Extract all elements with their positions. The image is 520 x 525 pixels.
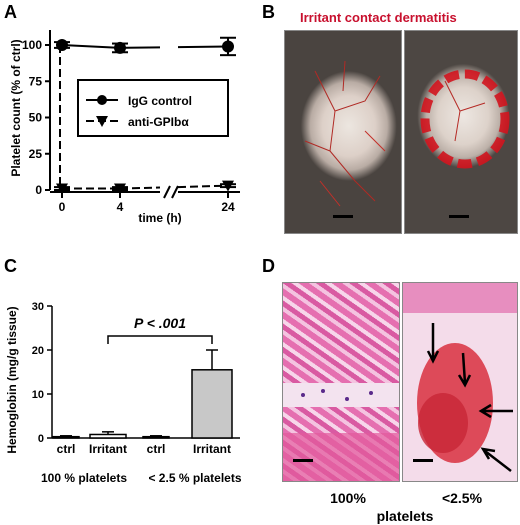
caption-100: 100% xyxy=(330,490,366,506)
scale-bar-b1 xyxy=(333,215,353,218)
panel-a-ytick-label: 100 xyxy=(22,38,42,52)
panel-a-xtick-label: 4 xyxy=(117,200,124,214)
panel-a-xtick-label: 24 xyxy=(221,200,235,214)
panel-a-letter: A xyxy=(4,2,17,22)
legend-marker-anti xyxy=(96,116,108,127)
bar-label: ctrl xyxy=(57,442,76,456)
panel-a-chart: Platelet count (% of ctrl) 0 25 50 75 100 0 4… xyxy=(9,30,240,225)
panel-c-chart: Hemoglobin (mg/g tissue) 0 10 20 30 ctrl Irr… xyxy=(5,301,242,485)
histology-100-detail xyxy=(283,383,399,481)
panel-a-legend xyxy=(77,79,229,137)
significance-bracket xyxy=(107,335,213,344)
panel-d-letter: D xyxy=(262,256,275,276)
series-line-0 xyxy=(119,46,161,49)
significance-label: P < .001 xyxy=(134,315,186,331)
bar-label: ctrl xyxy=(147,442,166,456)
caption-platelets: platelets xyxy=(376,508,434,524)
legend-label-igg: IgG control xyxy=(128,94,192,108)
bar xyxy=(191,369,233,439)
panel-c-ytick-label: 20 xyxy=(32,345,44,357)
panel-c-letter: C xyxy=(4,256,17,276)
panel-c-ytick-label: 30 xyxy=(32,301,44,313)
hemorrhage-ring xyxy=(420,69,510,218)
series-line-0 xyxy=(61,44,121,49)
bar xyxy=(89,433,127,439)
scale-bar-b2 xyxy=(449,215,469,218)
vessels-before xyxy=(304,60,386,218)
group-label-2: < 2.5 % platelets xyxy=(148,471,241,485)
group-label-1: 100 % platelets xyxy=(41,471,127,485)
legend-label-anti: anti-GPIbα xyxy=(128,115,189,129)
bar-label: Irritant xyxy=(89,442,127,456)
series-line-1 xyxy=(119,186,161,190)
panel-a-xlabel: time (h) xyxy=(138,211,181,225)
skin-photo-before xyxy=(284,30,402,234)
skin-photo-after xyxy=(404,30,518,234)
legend-marker-igg xyxy=(97,95,107,105)
series-line-0 xyxy=(177,45,229,49)
bar xyxy=(52,435,80,439)
point-anti-gpib xyxy=(56,183,68,195)
panel-a-ytick-label: 25 xyxy=(29,147,43,161)
point-igg-control xyxy=(56,39,68,51)
scale-bar-d1 xyxy=(293,459,313,462)
panel-a-axis-break-2 xyxy=(171,185,179,199)
panel-a-ytick-label: 50 xyxy=(29,111,43,125)
panel-b-title: Irritant contact dermatitis xyxy=(300,10,457,25)
panel-c-ytick-label: 10 xyxy=(32,389,44,401)
panel-a-axis-break-1 xyxy=(163,185,171,199)
caption-2_5: <2.5% xyxy=(441,490,483,506)
panel-b-letter: B xyxy=(262,2,275,22)
panel-c-ylabel: Hemoglobin (mg/g tissue) xyxy=(5,306,19,453)
point-igg-control xyxy=(222,40,234,53)
panel-a-xtick-label: 0 xyxy=(59,200,66,214)
panel-a-ylabel: Platelet count (% of ctrl) xyxy=(9,39,23,176)
panel-a-ytick-label: 75 xyxy=(29,74,43,88)
point-igg-control xyxy=(114,41,126,54)
panel-c-ytick-label: 0 xyxy=(38,433,44,445)
panel-a-ytick-label: 0 xyxy=(35,183,42,197)
histology-2_5 xyxy=(402,282,518,482)
series-line-1 xyxy=(177,184,229,189)
bar-label: Irritant xyxy=(193,442,231,456)
point-anti-gpib xyxy=(222,180,234,192)
histology-100 xyxy=(282,282,400,482)
bar xyxy=(142,435,170,439)
histology-2_5-detail xyxy=(403,283,517,472)
point-anti-gpib xyxy=(114,183,126,195)
scale-bar-d2 xyxy=(413,459,433,462)
